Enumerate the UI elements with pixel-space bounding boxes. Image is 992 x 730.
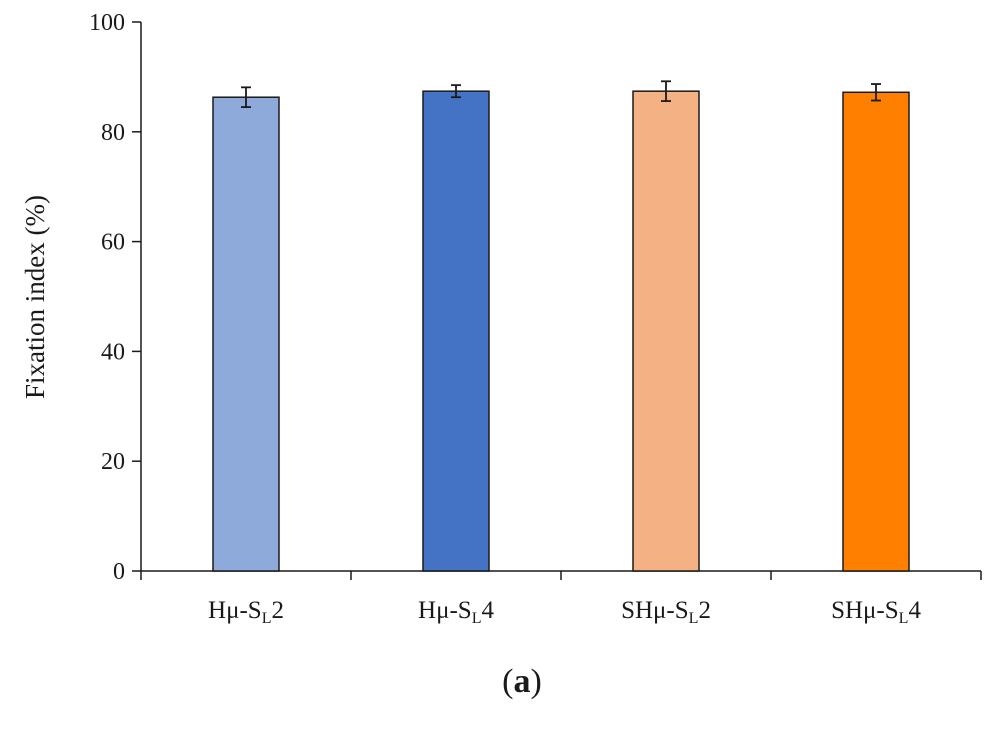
category-subscript: L — [472, 610, 482, 627]
y-axis-title: Fixation index (%) — [20, 195, 50, 399]
bar — [632, 90, 700, 572]
error-bar — [871, 83, 881, 102]
y-tick-label: 100 — [89, 10, 125, 36]
category-main: SHμ-S — [831, 597, 899, 624]
y-axis-ticks: 0 20 40 60 80 100 — [89, 10, 141, 585]
category-suffix: 2 — [698, 597, 711, 624]
category-subscript: L — [689, 610, 699, 627]
x-tick-label: Hμ-SL4 — [418, 597, 494, 627]
y-tick-label: 40 — [101, 339, 125, 365]
y-tick-label: 60 — [101, 230, 125, 256]
y-tick-label: 0 — [113, 559, 125, 585]
category-main: Hμ-S — [418, 597, 472, 624]
error-bar — [661, 80, 671, 102]
category-subscript: L — [262, 610, 272, 627]
bar — [422, 90, 490, 572]
bar-series — [212, 90, 910, 572]
category-suffix: 2 — [271, 597, 284, 624]
category-labels: Hμ-SL2 Hμ-SL4 SHμ-SL2 SHμ-SL4 — [208, 597, 921, 627]
error-bars — [241, 80, 881, 108]
y-tick-label: 20 — [101, 449, 125, 475]
bar — [212, 96, 280, 572]
category-suffix: 4 — [908, 597, 921, 624]
x-tick-label: SHμ-SL4 — [831, 597, 921, 627]
category-main: SHμ-S — [621, 597, 689, 624]
x-axis-ticks — [140, 571, 982, 580]
bar — [842, 91, 910, 572]
caption-letter: a — [514, 663, 531, 700]
x-tick-label: Hμ-SL2 — [208, 597, 284, 627]
error-bar — [241, 86, 251, 108]
category-subscript: L — [899, 610, 909, 627]
x-tick-label: SHμ-SL2 — [621, 597, 711, 627]
figure-caption: (a) — [502, 663, 542, 700]
error-bar — [451, 84, 461, 99]
category-main: Hμ-S — [208, 597, 262, 624]
category-suffix: 4 — [481, 597, 494, 624]
y-tick-label: 80 — [101, 120, 125, 146]
caption-open: ( — [502, 663, 513, 700]
caption-close: ) — [531, 663, 542, 700]
